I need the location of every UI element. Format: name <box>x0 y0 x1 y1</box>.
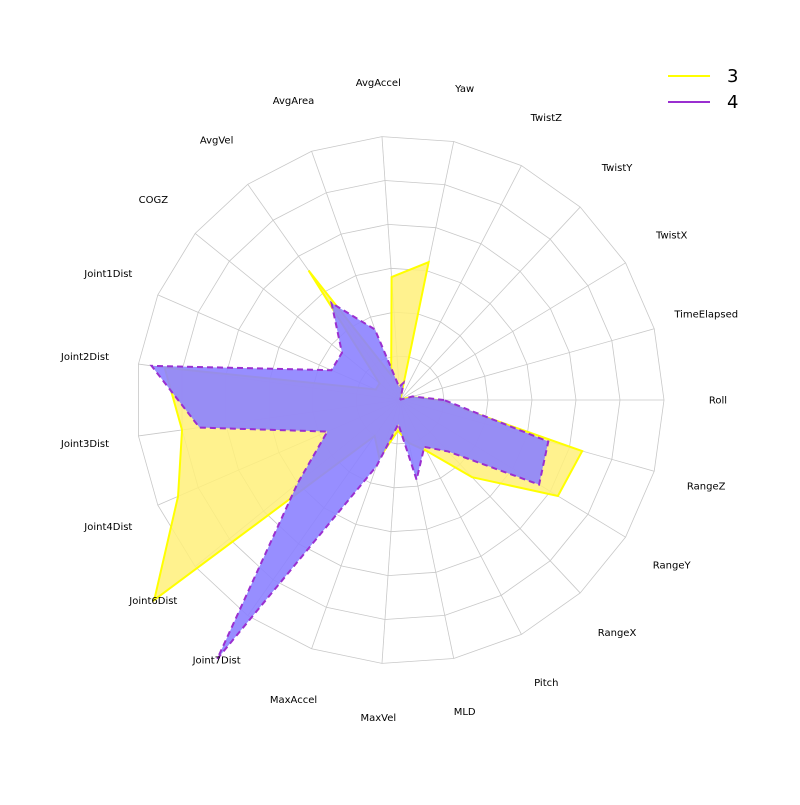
axis-label-MLD: MLD <box>454 707 476 718</box>
grid-spoke-3 <box>400 207 580 400</box>
grid-spoke-1 <box>400 329 654 400</box>
axis-label-MaxAccel: MaxAccel <box>270 695 317 706</box>
axis-label-Yaw: Yaw <box>454 84 474 95</box>
legend-label-3: 3 <box>727 66 738 87</box>
radar-series <box>152 262 583 659</box>
axis-label-AvgArea: AvgArea <box>273 96 315 107</box>
axis-label-TwistZ: TwistZ <box>530 113 563 124</box>
axis-label-Joint7Dist: Joint7Dist <box>192 655 241 666</box>
axis-label-TwistX: TwistX <box>655 230 688 241</box>
axis-label-Joint3Dist: Joint3Dist <box>60 439 109 450</box>
axis-label-Pitch: Pitch <box>534 678 558 689</box>
axis-label-Joint4Dist: Joint4Dist <box>83 522 132 533</box>
axis-label-TwistY: TwistY <box>601 163 634 174</box>
legend-label-4: 4 <box>727 92 738 113</box>
axis-label-Roll: Roll <box>709 396 727 407</box>
axis-label-RangeX: RangeX <box>598 628 637 639</box>
axis-label-AvgAccel: AvgAccel <box>356 78 401 89</box>
axis-label-TimeElapsed: TimeElapsed <box>673 310 738 321</box>
axis-label-RangeY: RangeY <box>653 561 692 572</box>
grid-spoke-2 <box>400 263 626 400</box>
axis-label-MaxVel: MaxVel <box>360 713 396 724</box>
axis-label-RangeZ: RangeZ <box>687 481 726 492</box>
axis-label-AvgVel: AvgVel <box>200 136 234 147</box>
axis-label-Joint6Dist: Joint6Dist <box>128 596 177 607</box>
axis-label-COGZ: COGZ <box>139 195 169 206</box>
axis-label-Joint1Dist: Joint1Dist <box>83 269 132 280</box>
legend: 34 <box>668 66 738 113</box>
axis-label-Joint2Dist: Joint2Dist <box>60 352 109 363</box>
